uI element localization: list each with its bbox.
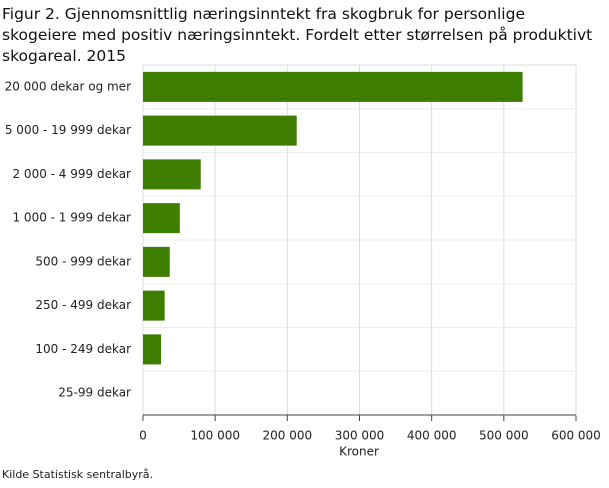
bar bbox=[143, 334, 162, 365]
y-tick-label: 25-99 dekar bbox=[58, 386, 131, 400]
x-tick-label: 200 000 bbox=[263, 429, 313, 443]
x-tick-label: 500 000 bbox=[479, 429, 529, 443]
bar bbox=[143, 290, 165, 321]
y-tick-label: 100 - 249 dekar bbox=[35, 342, 131, 356]
x-tick-label: 100 000 bbox=[190, 429, 240, 443]
y-tick-label: 1 000 - 1 999 dekar bbox=[12, 211, 131, 225]
y-tick-label: 500 - 999 dekar bbox=[35, 254, 131, 268]
x-tick-label: 300 000 bbox=[335, 429, 385, 443]
x-axis-label: Kroner bbox=[339, 445, 379, 459]
bar bbox=[143, 71, 523, 102]
bar bbox=[143, 246, 170, 277]
x-tick-label: 600 000 bbox=[551, 429, 601, 443]
y-tick-label: 5 000 - 19 999 dekar bbox=[5, 123, 131, 137]
source: Kilde Statistisk sentralbyrå. bbox=[2, 468, 154, 481]
bar bbox=[143, 159, 201, 190]
x-tick-label: 0 bbox=[139, 429, 147, 443]
chart-title: Figur 2. Gjennomsnittlig næringsinntekt … bbox=[2, 5, 593, 65]
y-tick-label: 20 000 dekar og mer bbox=[5, 79, 131, 93]
y-tick-label: 250 - 499 dekar bbox=[35, 298, 131, 312]
x-tick-label: 400 000 bbox=[407, 429, 457, 443]
bar bbox=[143, 203, 180, 234]
bar bbox=[143, 115, 297, 146]
y-tick-label: 2 000 - 4 999 dekar bbox=[12, 167, 131, 181]
